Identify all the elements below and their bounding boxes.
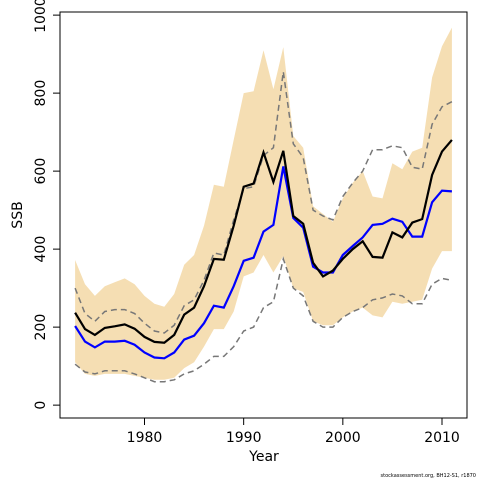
x-tick-label: 1980	[127, 430, 163, 446]
y-tick-label: 0	[33, 401, 49, 410]
estimate-line	[74, 166, 452, 360]
y-tick-label: 800	[33, 80, 49, 107]
y-tick-label: 200	[33, 314, 49, 341]
y-tick-label: 400	[33, 236, 49, 263]
y-axis-title: SSB	[10, 201, 26, 228]
y-tick-label: 1000	[33, 0, 49, 33]
x-tick-label: 2000	[325, 430, 361, 446]
x-tick-label: 2010	[424, 430, 460, 446]
plot-frame	[59, 11, 468, 419]
x-tick-label: 1990	[226, 430, 262, 446]
estimate-line	[74, 139, 453, 344]
footnote: stockassessment.org, BH12-S1, r1870	[381, 473, 476, 479]
y-tick-label: 600	[33, 158, 49, 185]
interval-line	[74, 256, 453, 383]
x-axis-title: Year	[248, 449, 279, 465]
confidence-band	[75, 27, 452, 380]
